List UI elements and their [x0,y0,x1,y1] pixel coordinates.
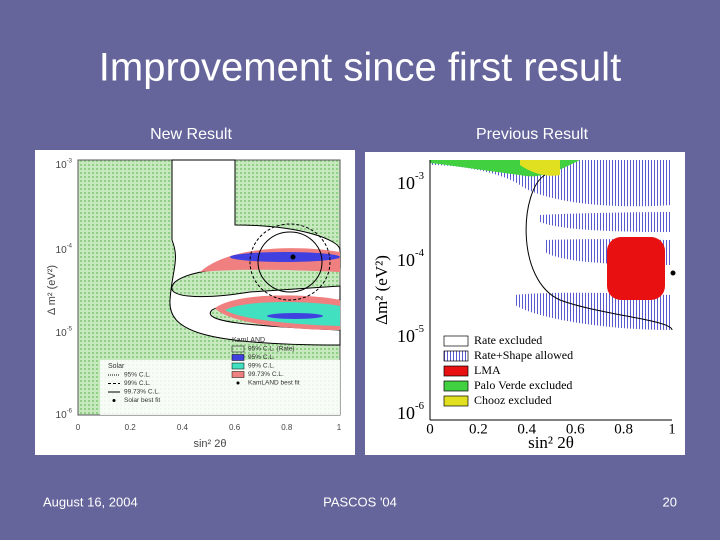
tick-exponent: -6 [415,400,425,412]
region [540,212,672,232]
x-tick-label: 0.6 [566,421,585,437]
legend-box [100,360,340,415]
contour [257,231,323,293]
legend-swatch [443,380,469,392]
legend-entry: 99% C.L. [248,363,275,370]
tick-base: 10 [56,410,68,421]
new-result-plot [35,150,355,455]
legend-entry: 95% C.L. [124,372,151,379]
tick-base: 10 [397,250,415,270]
panel-label: New Result [150,126,232,143]
tick-base: 10 [56,245,68,256]
x-tick-label: 0 [76,423,81,432]
tick-exponent: -4 [67,243,73,249]
legend-entry: Chooz excluded [474,393,552,407]
contour [525,174,673,331]
legend-entry: Solar best fit [124,397,160,404]
tick-base: 10 [397,326,415,346]
region [515,292,672,330]
best-fit [670,270,676,276]
tick-exponent: -5 [415,323,424,335]
legend-marker [236,381,240,385]
tick-base: 10 [56,328,68,339]
legend-entry: 95% C.L. (Rate) [248,346,295,353]
x-tick-label: 0 [426,421,434,437]
legend-entry: Palo Verde excluded [474,378,572,392]
x-tick-label: 0.8 [614,421,633,437]
x-tick-label: 1 [337,423,342,432]
y-tick-label: 10-6 [397,400,425,423]
x-tick-label: 0.2 [469,421,488,437]
region [520,160,560,176]
legend-swatch [443,335,469,347]
contour [249,223,331,301]
y-tick-label: 10-5 [397,323,424,346]
legend-swatch [231,362,245,370]
tick-base: 10 [397,173,415,193]
legend-entry: Rate+Shape allowed [474,348,573,362]
tick-exponent: -3 [67,158,73,164]
x-tick-label: 1 [668,421,676,437]
tick-base: 10 [397,403,415,423]
y-tick-label: 10-5 [56,326,73,339]
legend-swatch [443,365,469,377]
footer-venue: PASCOS '04 [323,494,397,509]
y-tick-label: 10-4 [56,243,73,256]
legend-entry: 95% C.L. [248,354,275,361]
legend-title: Solar [108,363,125,370]
tick-base: 10 [56,160,68,171]
x-tick-label: 0.2 [125,423,137,432]
y-tick-label: 10-6 [56,408,73,421]
legend-entry: LMA [474,363,501,377]
tick-exponent: -6 [67,408,73,414]
tick-exponent: -4 [415,247,425,259]
legend-swatch [231,371,245,378]
panel-label: Previous Result [476,126,589,143]
page-number: 20 [663,494,677,509]
x-tick-label: 0.4 [177,423,189,432]
legend-swatch [231,354,245,361]
legend-entry: Rate excluded [474,333,542,347]
tick-exponent: -3 [415,170,424,182]
legend-marker [112,399,116,402]
x-axis-label: sin² 2θ [193,438,226,450]
x-tick-label: 0.8 [281,423,293,432]
legend-swatch [443,350,469,362]
region [430,160,672,207]
tick-exponent: -5 [67,326,73,332]
legend-swatch [231,345,245,353]
contour [230,252,340,262]
footer-date: August 16, 2004 [43,494,138,509]
y-axis-label: Δ m² (eV²) [46,265,58,315]
y-tick-label: 10-3 [397,170,424,193]
legend-entry: 99% C.L. [124,380,151,387]
legend-swatch [443,395,469,407]
legend-entry: 99.73% C.L. [124,389,160,396]
legend-title: KamLAND [232,337,265,344]
best-fit [290,254,296,260]
slide-title: Improvement since first result [99,46,621,90]
lma-region [607,237,665,300]
y-axis-label: Δm² (eV²) [372,255,391,325]
y-tick-label: 10-4 [397,247,425,270]
x-axis-label: sin² 2θ [528,433,574,452]
legend-entry: 99.73% C.L. [248,371,284,378]
x-tick-label: 0.6 [229,423,241,432]
contour [267,313,323,319]
legend-entry: KamLAND best fit [248,380,300,387]
x-tick-label: 0.4 [517,421,536,437]
y-tick-label: 10-3 [56,158,73,171]
